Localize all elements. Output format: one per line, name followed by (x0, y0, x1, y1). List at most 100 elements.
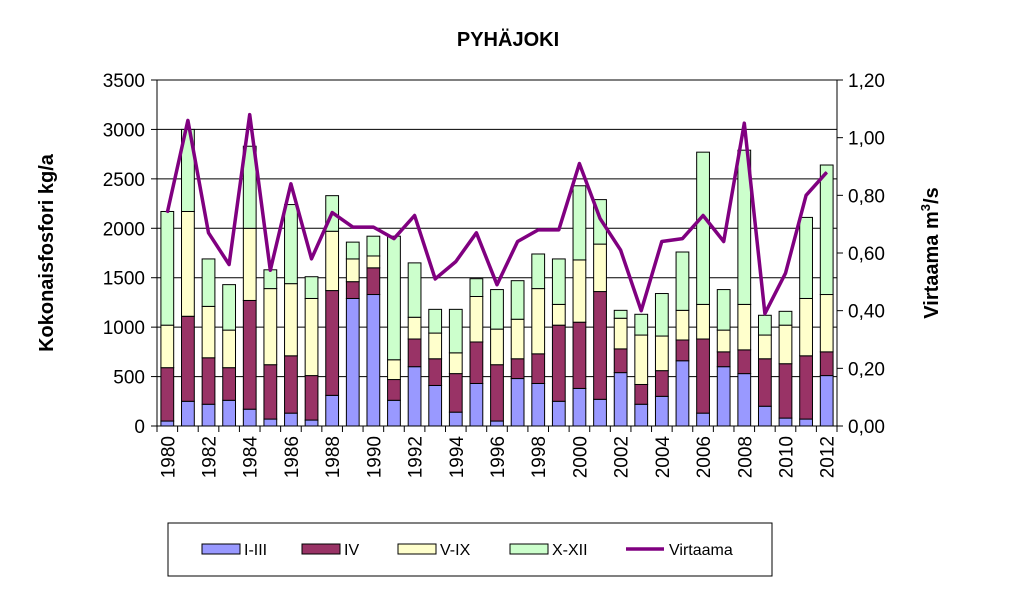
flow-point-1981 (187, 119, 189, 121)
bar-segment-i-iii-1999 (551, 400, 566, 427)
bar-segment-i-iii-2006 (696, 412, 710, 427)
bar-segment-v-ix-1993 (428, 332, 443, 360)
flow-point-1997 (517, 240, 519, 242)
legend-label-iv: IV (344, 542, 359, 559)
bar-segment-iv-2008 (737, 349, 752, 375)
bar-segment-v-ix-2010 (778, 324, 793, 365)
y-tick-label: 1500 (103, 269, 145, 290)
bar-segment-iv-2004 (654, 370, 669, 397)
bar-segment-i-iii-1992 (407, 366, 422, 427)
bar-segment-iv-1998 (531, 353, 546, 384)
bar-segment-i-iii-1998 (531, 382, 546, 427)
bar-segment-x-xii-2005 (675, 251, 690, 311)
flow-point-1988 (331, 212, 333, 214)
flow-point-1991 (393, 238, 395, 240)
bar-segment-iv-1989 (345, 281, 360, 299)
bar-segment-x-xii-1985 (263, 269, 278, 290)
bar-segment-x-xii-1999 (551, 258, 566, 305)
bar-segment-i-iii-2010 (778, 417, 793, 427)
bar-segment-iv-1996 (490, 364, 504, 422)
bar-segment-x-xii-2011 (799, 216, 813, 299)
x-tick-label-1988: 1988 (323, 436, 344, 478)
bar-segment-iv-2001 (593, 291, 607, 400)
y2-axis-label: Virtaama m3/s (918, 187, 943, 318)
bar-segment-iv-1990 (366, 267, 381, 296)
x-tick-label-1998: 1998 (529, 436, 550, 478)
bar-segment-iv-1981 (181, 315, 195, 402)
bar-segment-i-iii-1986 (284, 412, 298, 427)
x-tick-label-2008: 2008 (735, 436, 756, 478)
flow-point-1983 (228, 264, 230, 266)
bar-segment-x-xii-1982 (201, 258, 216, 307)
legend-label-i-iii: I-III (244, 542, 267, 559)
bar-segment-v-ix-1999 (551, 303, 566, 326)
bar-segment-iv-2007 (716, 351, 731, 368)
bar-segment-i-iii-2012 (819, 375, 834, 427)
bar-segment-i-iii-2001 (593, 398, 607, 427)
x-tick-label-2006: 2006 (694, 436, 715, 478)
chart-title: PYHÄJOKI (457, 28, 559, 51)
y2-tick-label: 0,40 (848, 302, 885, 323)
bar-segment-i-iii-1983 (222, 399, 237, 427)
y-tick-label: 3000 (103, 120, 145, 141)
left-axis-ticks: 0 500 1000 1500 2000 2500 3000 3500 (103, 71, 157, 438)
bar-segment-v-ix-2008 (737, 303, 752, 351)
y2-tick-label: 0,80 (848, 186, 885, 207)
y2-tick-label: 1,00 (848, 129, 885, 150)
bar-segment-v-ix-2006 (696, 303, 710, 340)
bar-segment-v-ix-2003 (634, 334, 649, 385)
bar-segment-x-xii-2003 (634, 313, 649, 336)
flow-point-1999 (558, 229, 560, 231)
bar-segment-iv-2009 (757, 358, 772, 407)
flow-point-2000 (578, 163, 580, 165)
legend-swatch-iv (301, 543, 341, 555)
bar-segment-iv-1985 (263, 364, 278, 420)
bar-segment-iv-2012 (819, 351, 834, 377)
bar-segment-v-ix-2001 (593, 243, 607, 293)
bar-segment-v-ix-1998 (531, 288, 546, 355)
y-axis-label: Kokonaisfosfori kg/a (36, 153, 58, 352)
bar-segment-v-ix-1985 (263, 288, 278, 366)
bar-segment-i-iii-1993 (428, 384, 443, 427)
bar-segment-i-iii-2003 (634, 403, 649, 427)
bar-segment-x-xii-1996 (490, 289, 504, 330)
bar-segment-i-iii-1985 (263, 418, 278, 427)
bar-segment-v-ix-1983 (222, 329, 237, 369)
y2-axis-label-sup: 3 (918, 204, 933, 211)
bar-segment-x-xii-1997 (510, 280, 525, 320)
flow-point-1994 (455, 261, 457, 263)
bar-segment-v-ix-2002 (613, 317, 628, 350)
flow-point-2003 (640, 310, 642, 312)
bar-segment-x-xii-1994 (448, 308, 463, 354)
flow-point-1989 (352, 226, 354, 228)
x-tick-label-1986: 1986 (282, 436, 303, 478)
bar-segment-v-ix-1991 (387, 359, 401, 381)
bar-segment-i-iii-1981 (181, 400, 195, 427)
flow-point-1996 (496, 284, 498, 286)
bar-segment-v-ix-2011 (799, 297, 813, 357)
bar-segment-iv-2005 (675, 339, 690, 362)
legend-label-virtaama: Virtaama (669, 542, 733, 559)
x-tick-label-1980: 1980 (158, 436, 179, 478)
bar-segment-v-ix-2000 (572, 259, 587, 323)
y2-tick-label: 0,20 (848, 359, 885, 380)
bar-segment-v-ix-1984 (242, 227, 257, 301)
bar-segment-v-ix-2012 (819, 294, 834, 353)
y-tick-label: 500 (113, 368, 145, 389)
flow-point-1982 (208, 232, 210, 234)
x-tick-label-2010: 2010 (776, 436, 797, 478)
flow-point-1980 (166, 212, 168, 214)
flow-point-2001 (599, 217, 601, 219)
flow-point-1992 (414, 215, 416, 217)
flow-point-1984 (249, 114, 251, 116)
bar-segment-x-xii-1983 (222, 284, 237, 331)
bar-segment-v-ix-1989 (345, 258, 360, 283)
bar-segment-x-xii-2000 (572, 185, 587, 261)
legend: I-III IV V-IX X-XII Virtaama (167, 522, 773, 577)
legend-box (167, 522, 773, 577)
bar-segment-v-ix-2009 (757, 334, 772, 360)
bar-segment-x-xii-1986 (284, 204, 298, 285)
flow-point-2011 (805, 194, 807, 196)
x-axis-ticks: 1980 1982 1984 1986 1988 1990 1992 1994 1996 1998… (156, 426, 839, 478)
